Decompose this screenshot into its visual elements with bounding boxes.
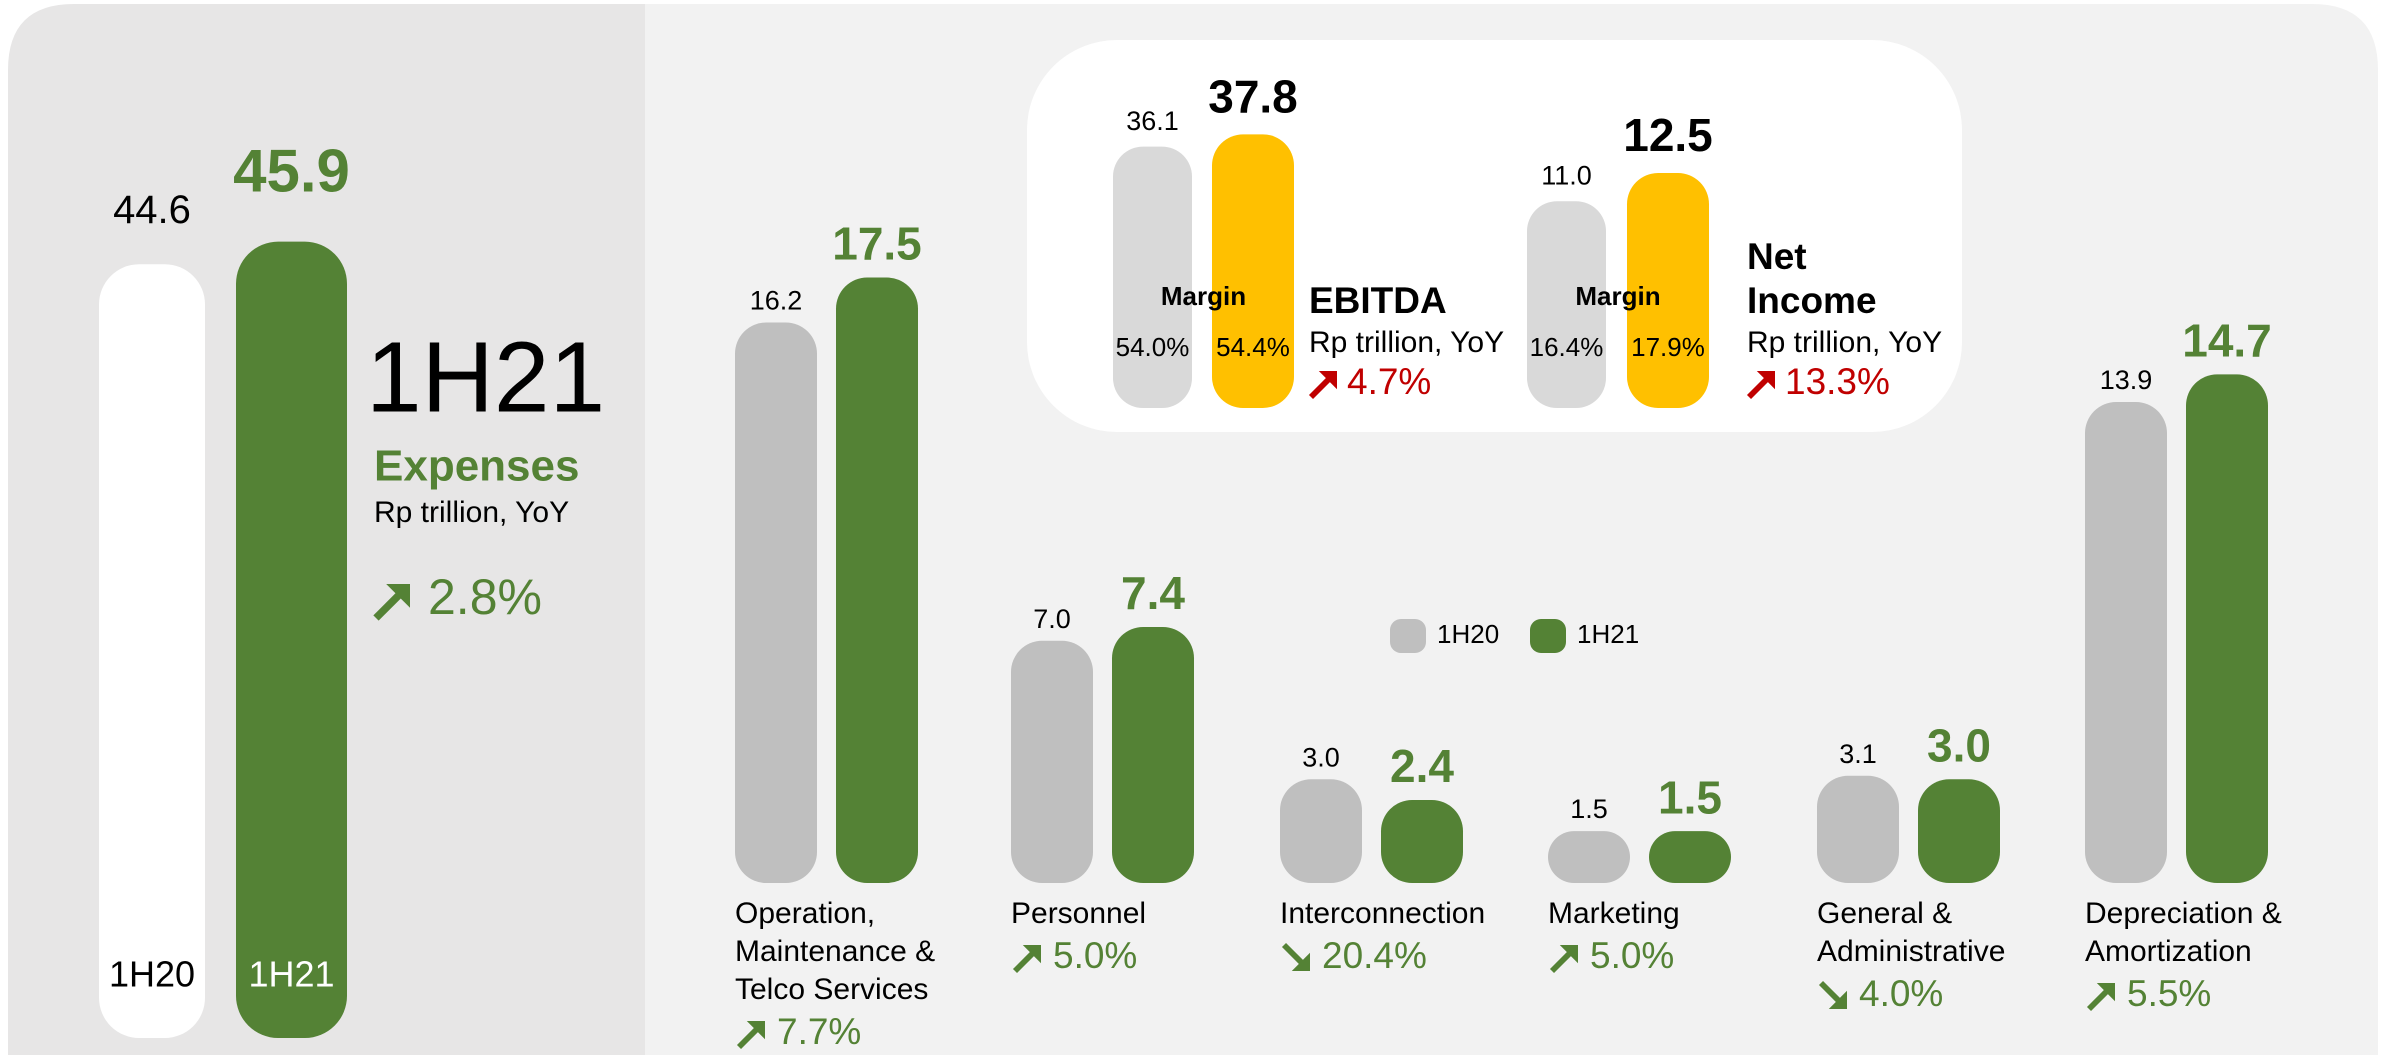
change-label: 7.7%: [777, 1011, 861, 1052]
category-label: Maintenance &: [735, 935, 935, 968]
value-label: 3.0: [1302, 742, 1340, 772]
change-label: 5.0%: [1053, 935, 1137, 976]
kpi-title: Income: [1747, 280, 1877, 321]
margin-title: Margin: [1575, 281, 1660, 311]
margin-value: 17.9%: [1631, 332, 1705, 362]
bar: [735, 322, 817, 884]
value-label: 2.4: [1390, 740, 1454, 792]
value-label: 3.0: [1927, 719, 1991, 771]
value-label: 14.7: [2182, 315, 2272, 367]
bar: [1649, 831, 1731, 883]
category-label: Administrative: [1817, 935, 2005, 968]
period-title: 1H21: [366, 321, 605, 433]
value-label: 16.2: [750, 286, 803, 316]
bar-label: 1H20: [109, 954, 195, 995]
margin-value: 54.4%: [1216, 332, 1290, 362]
kpi-title: Net: [1747, 236, 1807, 277]
bar: [236, 241, 347, 1038]
value-label: 3.1: [1839, 739, 1877, 769]
bar: [1918, 779, 2000, 883]
change-label: 2.8%: [428, 569, 542, 625]
legend-label: 1H21: [1577, 619, 1639, 649]
trend-arrow-head: [746, 1021, 765, 1040]
trend-arrow-head: [2096, 983, 2115, 1002]
value-label: 13.9: [2100, 365, 2153, 395]
value-label: 45.9: [233, 137, 350, 204]
change-label: 4.0%: [1859, 973, 1943, 1014]
bar: [1548, 831, 1630, 883]
bar: [99, 264, 205, 1038]
category-label: Telco Services: [735, 973, 928, 1006]
value-label: 7.4: [1121, 567, 1185, 619]
bar: [1627, 173, 1709, 408]
change-label: 5.5%: [2127, 973, 2211, 1014]
trend-arrow-head: [1828, 990, 1847, 1009]
value-label: 1.5: [1570, 794, 1608, 824]
trend-arrow-head: [1756, 371, 1775, 390]
bar: [1381, 799, 1463, 883]
chart-title: Expenses: [374, 442, 579, 491]
margin-value: 16.4%: [1530, 332, 1604, 362]
category-label: Personnel: [1011, 897, 1146, 930]
value-label: 12.5: [1623, 109, 1713, 161]
unit-label: Rp trillion, YoY: [1309, 326, 1504, 359]
bar: [1113, 146, 1192, 409]
bar: [1112, 626, 1194, 883]
bar-label: 1H21: [248, 954, 334, 995]
change-label: 20.4%: [1322, 935, 1427, 976]
bar: [1527, 201, 1606, 408]
change-label: 13.3%: [1785, 361, 1890, 402]
value-label: 37.8: [1208, 70, 1298, 122]
unit-label: Rp trillion, YoY: [374, 496, 569, 529]
trend-arrow-head: [1318, 371, 1337, 390]
category-label: Interconnection: [1280, 897, 1485, 930]
value-label: 36.1: [1126, 106, 1179, 136]
unit-label: Rp trillion, YoY: [1747, 326, 1942, 359]
bar: [2186, 374, 2268, 883]
bar: [1212, 134, 1294, 408]
category-label: General &: [1817, 897, 1952, 930]
category-label: Marketing: [1548, 897, 1680, 930]
legend-swatch: [1390, 619, 1426, 653]
margin-value: 54.0%: [1116, 332, 1190, 362]
change-label: 5.0%: [1590, 935, 1674, 976]
category-label: Depreciation &: [2085, 897, 2282, 930]
bar: [1817, 775, 1899, 883]
legend-label: 1H20: [1437, 619, 1499, 649]
trend-arrow-head: [1022, 945, 1041, 964]
trend-arrow-head: [386, 584, 410, 608]
bar: [2085, 402, 2167, 883]
bar: [1280, 779, 1362, 883]
category-label: Operation,: [735, 897, 875, 930]
value-label: 17.5: [832, 218, 922, 270]
legend-swatch: [1530, 619, 1566, 653]
kpi-title: EBITDA: [1309, 280, 1447, 321]
value-label: 1.5: [1658, 771, 1722, 823]
value-label: 7.0: [1033, 604, 1071, 634]
change-label: 4.7%: [1347, 361, 1431, 402]
value-label: 11.0: [1541, 160, 1592, 190]
trend-arrow-head: [1559, 945, 1578, 964]
trend-arrow-head: [1291, 952, 1310, 971]
value-label: 44.6: [113, 188, 191, 232]
category-label: Amortization: [2085, 935, 2252, 968]
bar: [1011, 640, 1093, 883]
margin-title: Margin: [1161, 281, 1246, 311]
bar: [836, 277, 918, 883]
